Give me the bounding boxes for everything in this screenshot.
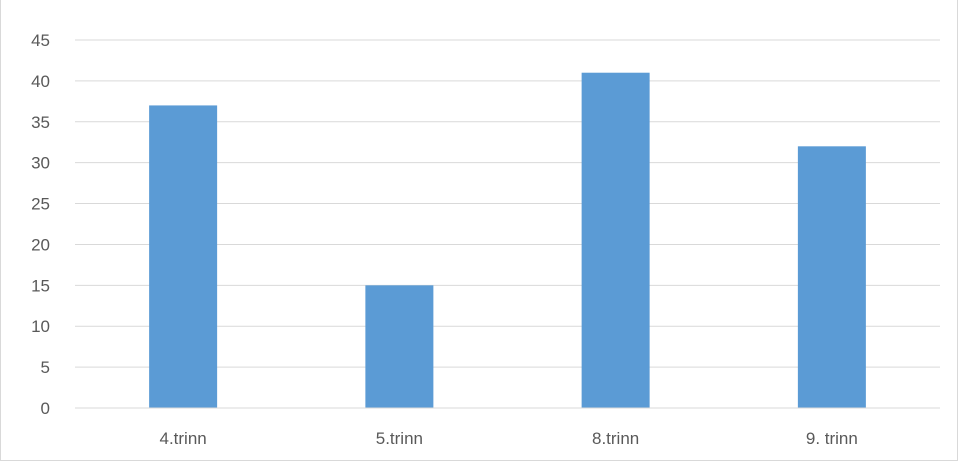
y-tick-label: 30: [31, 154, 50, 173]
y-tick-label: 25: [31, 195, 50, 214]
x-tick-label: 4.trinn: [160, 429, 207, 448]
y-axis-tick-labels: 0 5 10 15 20 25 30 35 40 45: [31, 31, 50, 418]
x-axis-tick-labels: 4.trinn 5.trinn 8.trinn 9. trinn: [160, 429, 858, 448]
gridlines: [75, 39, 940, 368]
bars: [149, 72, 866, 409]
bar-5-trinn: [365, 285, 434, 408]
bar-9-trinn: [797, 146, 866, 409]
bar-4-trinn: [149, 105, 218, 408]
y-tick-label: 40: [31, 72, 50, 91]
y-tick-label: 10: [31, 317, 50, 336]
x-tick-label: 8.trinn: [592, 429, 639, 448]
y-tick-label: 45: [31, 31, 50, 50]
y-tick-label: 5: [41, 358, 50, 377]
x-tick-label: 9. trinn: [806, 429, 858, 448]
y-tick-label: 35: [31, 113, 50, 132]
y-tick-label: 15: [31, 276, 50, 295]
x-tick-label: 5.trinn: [376, 429, 423, 448]
y-tick-label: 20: [31, 235, 50, 254]
bar-8-trinn: [581, 72, 650, 408]
y-tick-label: 0: [41, 399, 50, 418]
